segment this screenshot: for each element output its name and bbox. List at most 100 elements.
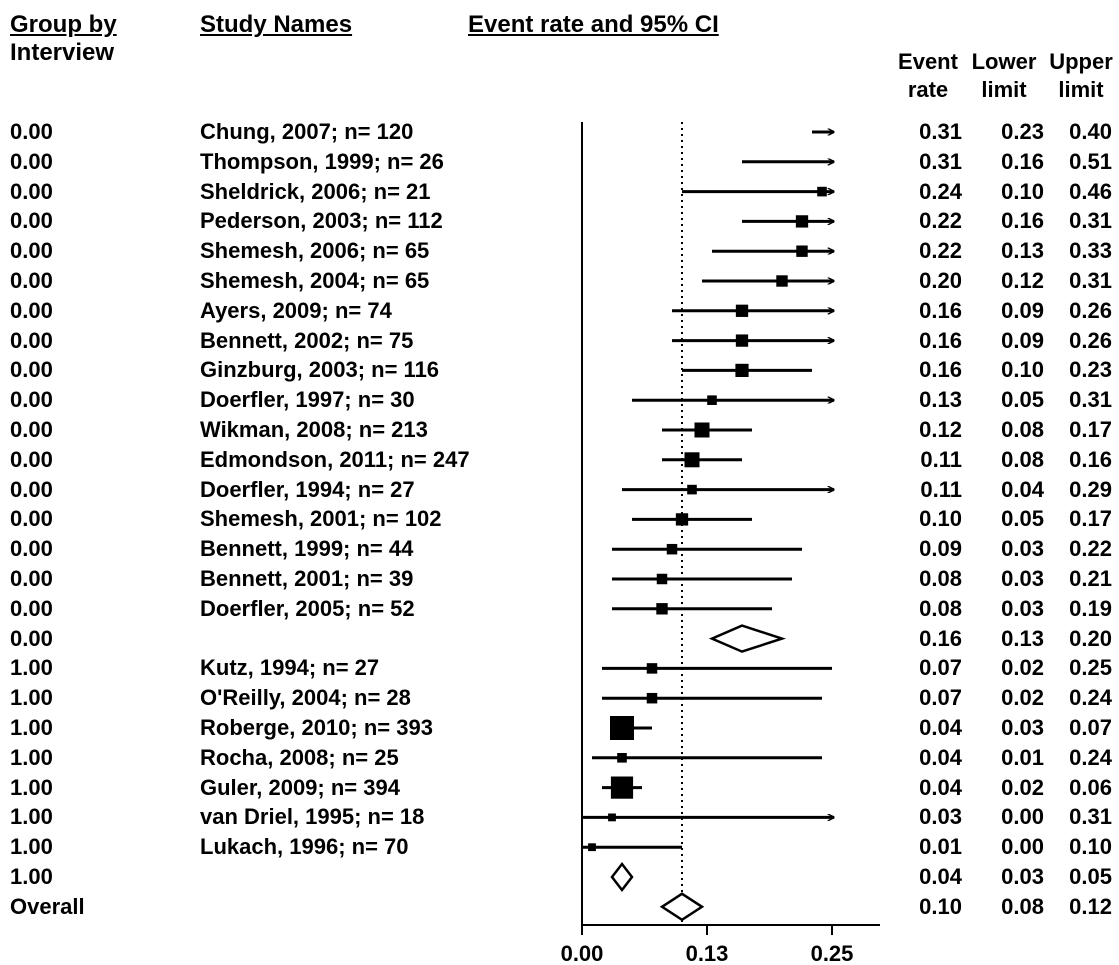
event-rate-cell: 0.16 xyxy=(919,357,962,383)
upper-limit-cell: 0.26 xyxy=(1069,297,1112,323)
upper-limit-cell: 0.31 xyxy=(1069,208,1112,234)
group-cell: 0.00 xyxy=(10,506,53,532)
table-row: 0.00 Bennett, 1999; n= 44 0.09 0.03 0.22 xyxy=(0,534,1119,564)
group-cell: 0.00 xyxy=(10,566,53,591)
table-row: 1.00 Rocha, 2008; n= 25 0.04 0.01 0.24 xyxy=(0,743,1119,773)
study-name-cell: van Driel, 1995; n= 18 xyxy=(200,804,425,830)
study-name-cell: Guler, 2009; n= 394 xyxy=(200,774,400,800)
lower-limit-cell: 0.09 xyxy=(1001,327,1044,353)
event-rate-cell: 0.04 xyxy=(919,774,962,800)
table-row: 1.00 Guler, 2009; n= 394 0.04 0.02 0.06 xyxy=(0,773,1119,803)
event-rate-cell: 0.11 xyxy=(920,476,962,502)
lower-limit-cell: 0.03 xyxy=(1001,715,1044,740)
table-row: 0.00 Shemesh, 2001; n= 102 0.10 0.05 0.17 xyxy=(0,504,1119,534)
study-name-cell: Shemesh, 2004; n= 65 xyxy=(200,268,430,293)
table-row: Overall 0.10 0.08 0.12 xyxy=(0,892,1119,922)
event-rate-cell: 0.11 xyxy=(920,446,962,472)
event-rate-cell: 0.07 xyxy=(919,655,962,681)
event-rate-cell: 0.01 xyxy=(919,834,962,860)
table-row: 1.00 0.04 0.03 0.05 xyxy=(0,862,1119,892)
point-estimate xyxy=(608,813,616,822)
upper-limit-cell: 0.25 xyxy=(1069,655,1112,681)
table-row: 1.00 Lukach, 1996; n= 70 0.01 0.00 0.10 xyxy=(0,832,1119,862)
upper-limit-cell: 0.31 xyxy=(1069,387,1112,413)
group-cell: 1.00 xyxy=(10,804,53,830)
lower-limit-cell: 0.01 xyxy=(1001,744,1044,770)
upper-limit-cell: 0.24 xyxy=(1069,685,1112,711)
study-name-cell: O'Reilly, 2004; n= 28 xyxy=(200,685,411,711)
study-name-cell: Doerfler, 1997; n= 30 xyxy=(200,387,415,413)
table-row: 0.00 0.16 0.13 0.20 xyxy=(0,624,1119,654)
group-cell: 0.00 xyxy=(10,625,53,651)
lower-limit-header-line2: limit xyxy=(981,77,1027,102)
table-row: 0.00 Shemesh, 2004; n= 65 0.20 0.12 0.31 xyxy=(0,266,1119,296)
table-row: 0.00 Shemesh, 2006; n= 65 0.22 0.13 0.33 xyxy=(0,236,1119,266)
point-estimate xyxy=(675,513,689,526)
upper-limit-cell: 0.12 xyxy=(1069,893,1112,919)
group-cell: 0.00 xyxy=(10,238,53,264)
group-cell: 1.00 xyxy=(10,834,53,860)
group-cell: 1.00 xyxy=(10,744,53,770)
event-rate-cell: 0.09 xyxy=(919,536,962,562)
upper-limit-cell: 0.22 xyxy=(1069,536,1112,562)
study-name-cell: Ayers, 2009; n= 74 xyxy=(200,297,392,323)
lower-limit-cell: 0.03 xyxy=(1001,595,1044,621)
lower-limit-cell: 0.16 xyxy=(1001,148,1044,174)
point-estimate xyxy=(796,245,808,257)
point-estimate xyxy=(588,843,596,852)
event-rate-cell: 0.07 xyxy=(919,685,962,711)
lower-limit-cell: 0.09 xyxy=(1001,297,1044,323)
study-name-cell: Doerfler, 1994; n= 27 xyxy=(200,476,415,502)
point-estimate xyxy=(646,663,658,674)
upper-limit-cell: 0.31 xyxy=(1069,268,1112,293)
table-row: 1.00 O'Reilly, 2004; n= 28 0.07 0.02 0.24 xyxy=(0,683,1119,713)
study-name-cell: Shemesh, 2001; n= 102 xyxy=(200,506,442,532)
study-name-cell: Roberge, 2010; n= 393 xyxy=(200,715,433,740)
point-estimate xyxy=(617,753,627,763)
upper-limit-cell: 0.20 xyxy=(1069,625,1112,651)
upper-limit-cell: 0.24 xyxy=(1069,744,1112,770)
group-cell: 0.00 xyxy=(10,327,53,353)
event-rate-cell: 0.24 xyxy=(919,178,962,204)
upper-limit-cell: 0.51 xyxy=(1069,148,1112,174)
point-estimate xyxy=(707,395,717,405)
lower-limit-cell: 0.16 xyxy=(1001,208,1044,234)
study-name-cell: Rocha, 2008; n= 25 xyxy=(200,744,399,770)
event-rate-header: Event rate xyxy=(888,48,968,104)
event-rate-header-line1: Event xyxy=(898,49,958,74)
upper-limit-cell: 0.31 xyxy=(1069,804,1112,830)
upper-limit-cell: 0.07 xyxy=(1069,715,1112,740)
point-estimate xyxy=(646,692,658,704)
upper-limit-cell: 0.26 xyxy=(1069,327,1112,353)
table-row: 0.00 Wikman, 2008; n= 213 0.12 0.08 0.17 xyxy=(0,415,1119,445)
table-row: 0.00 Sheldrick, 2006; n= 21 0.24 0.10 0.46 xyxy=(0,177,1119,207)
group-cell: 0.00 xyxy=(10,595,53,621)
upper-limit-cell: 0.46 xyxy=(1069,178,1112,204)
table-row: 0.00 Thompson, 1999; n= 26 0.31 0.16 0.51 xyxy=(0,147,1119,177)
group-cell: 0.00 xyxy=(10,148,53,174)
study-name-cell: Bennett, 2002; n= 75 xyxy=(200,327,414,353)
group-cell: 1.00 xyxy=(10,715,53,740)
event-rate-cell: 0.08 xyxy=(919,595,962,621)
group-cell: 0.00 xyxy=(10,387,53,413)
upper-limit-cell: 0.06 xyxy=(1069,774,1112,800)
event-rate-cell: 0.16 xyxy=(919,625,962,651)
point-estimate xyxy=(610,716,634,740)
effect-header: Event rate and 95% CI xyxy=(468,11,719,38)
x-tick-label: 0.00 xyxy=(561,941,604,965)
upper-limit-cell: 0.21 xyxy=(1069,566,1112,591)
group-cell: 0.00 xyxy=(10,119,53,144)
event-rate-cell: 0.22 xyxy=(919,238,962,264)
lower-limit-cell: 0.04 xyxy=(1001,476,1044,502)
study-name-cell: Ginzburg, 2003; n= 116 xyxy=(200,357,440,383)
lower-limit-cell: 0.02 xyxy=(1001,774,1044,800)
event-rate-cell: 0.10 xyxy=(919,893,962,919)
upper-limit-cell: 0.16 xyxy=(1069,446,1112,472)
upper-limit-header-line1: Upper xyxy=(1049,49,1113,74)
upper-limit-cell: 0.10 xyxy=(1069,834,1112,860)
table-row: 0.00 Doerfler, 1994; n= 27 0.11 0.04 0.29 xyxy=(0,475,1119,505)
summary-diamond xyxy=(708,624,787,653)
study-name-cell: Shemesh, 2006; n= 65 xyxy=(200,238,430,264)
table-row: 1.00 Roberge, 2010; n= 393 0.04 0.03 0.07 xyxy=(0,713,1119,743)
